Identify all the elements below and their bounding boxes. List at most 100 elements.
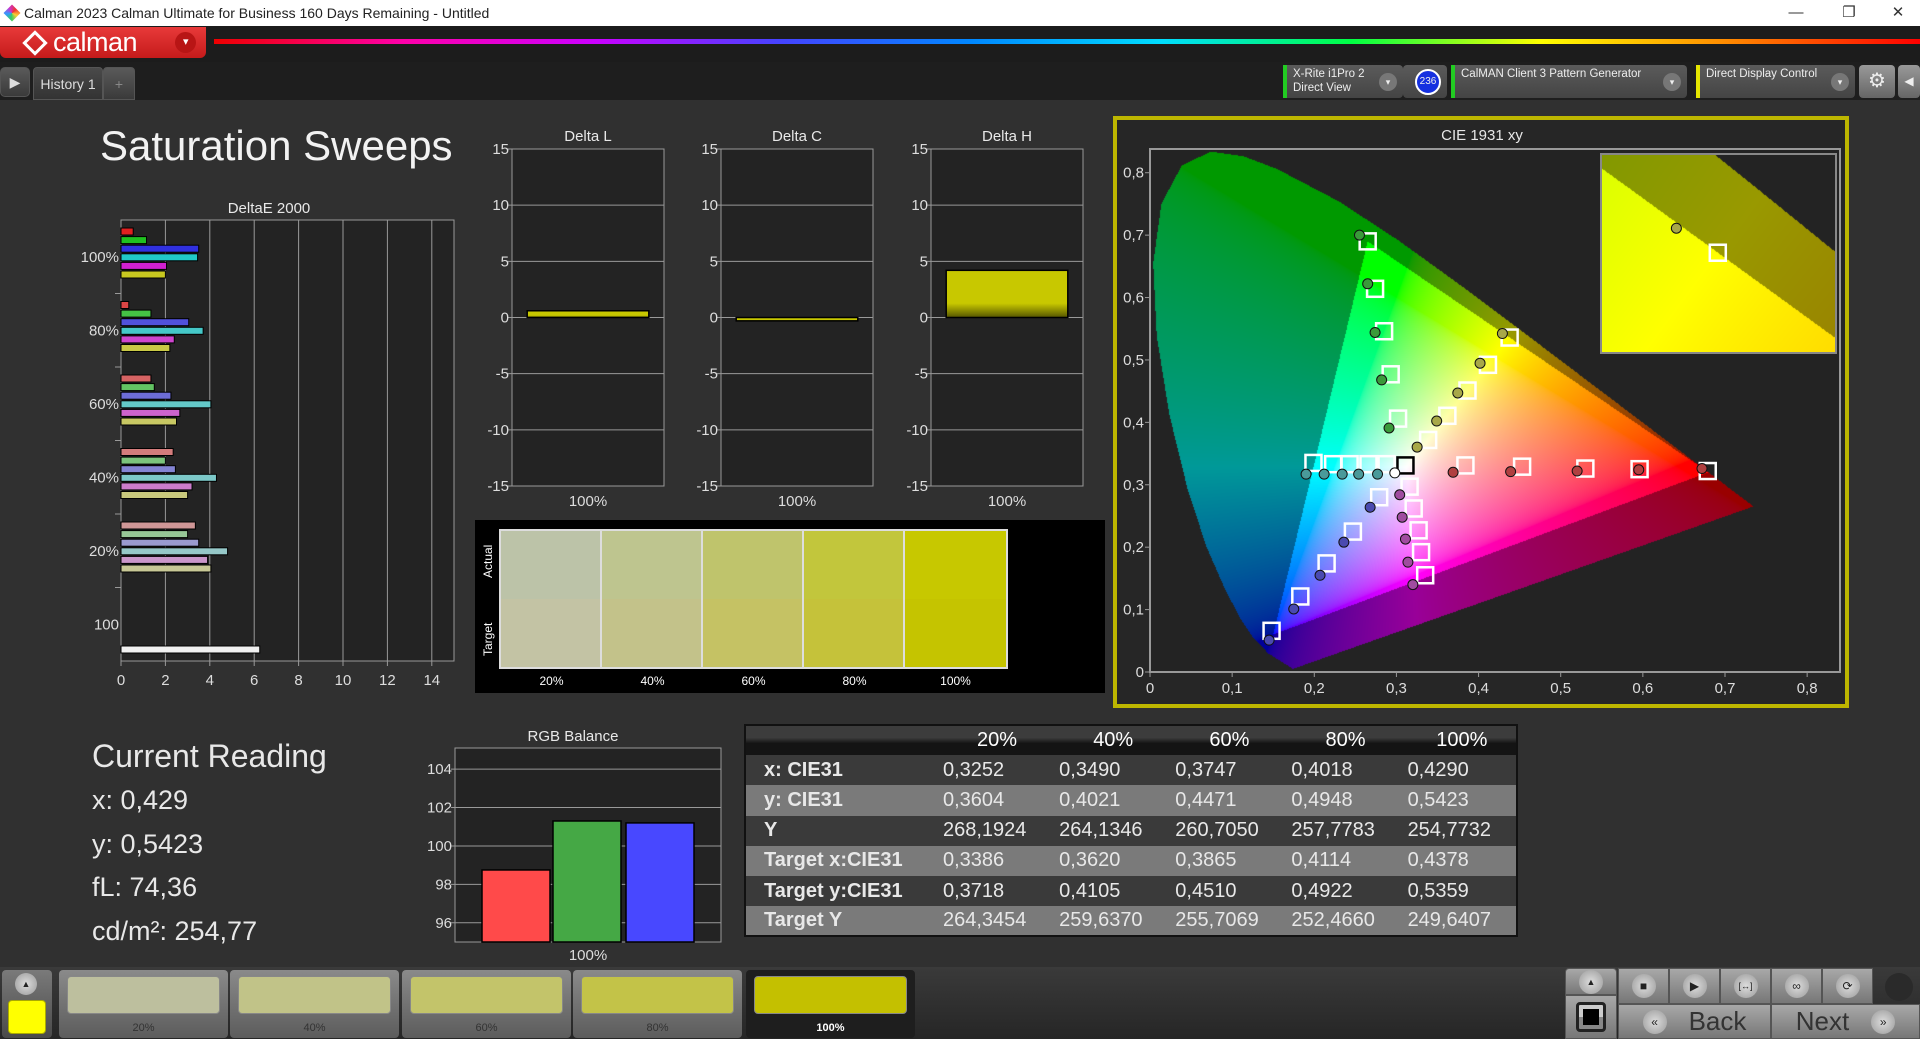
generator-status-indicator xyxy=(1451,65,1455,98)
back-button[interactable]: « Back xyxy=(1618,1004,1771,1039)
deltae-bar xyxy=(120,564,212,573)
measured-point xyxy=(1369,326,1381,338)
row-label: Y xyxy=(745,815,935,846)
swatch-20% xyxy=(499,529,604,669)
y-tick-label: -15 xyxy=(906,478,928,495)
y-tick-label: 0 xyxy=(1136,664,1144,681)
deltae-bar xyxy=(120,374,152,383)
swatch-80% xyxy=(802,529,907,669)
target-color xyxy=(804,599,905,667)
target-point xyxy=(1381,365,1400,384)
deltae-bar xyxy=(120,391,172,400)
target-label: Target xyxy=(481,622,495,656)
measured-point xyxy=(1505,466,1517,478)
collapse-panel-button[interactable]: ◀ xyxy=(1898,65,1920,98)
deltae-bar xyxy=(120,270,166,279)
table-cell: 0,3747 xyxy=(1167,755,1284,786)
deltae-bar xyxy=(120,318,190,327)
add-tab-button[interactable]: + xyxy=(103,67,135,100)
deltae-bar xyxy=(120,383,155,392)
table-cell: 0,4510 xyxy=(1167,875,1284,907)
target-point xyxy=(1438,406,1457,426)
close-button[interactable]: ✕ xyxy=(1891,4,1905,21)
deltae-bar xyxy=(120,417,177,426)
y-tick-label: -5 xyxy=(705,366,718,383)
chart-title: Delta L xyxy=(564,128,612,145)
meter-selector[interactable]: X-Rite i1Pro 2 Direct View ▾ xyxy=(1283,65,1403,98)
maximize-button[interactable]: ❐ xyxy=(1842,4,1856,21)
measured-point xyxy=(1353,468,1365,480)
y-tick-label: 40% xyxy=(89,469,119,486)
measured-point xyxy=(1411,441,1423,453)
y-tick-label: 0 xyxy=(501,310,509,327)
x-tick-label: 10 xyxy=(335,672,352,689)
loop-button[interactable]: ∞ xyxy=(1771,968,1822,1004)
table-row: Target y:CIE31 0,3718 0,4105 0,4510 0,4922 0,… xyxy=(745,875,1517,907)
stop-button[interactable]: ■ xyxy=(1618,968,1669,1004)
row-label: Target y:CIE31 xyxy=(745,875,935,907)
deltae-bar xyxy=(120,530,189,539)
sweep-step-button[interactable]: 60% xyxy=(402,970,571,1038)
play-button[interactable]: ▶ xyxy=(1669,968,1720,1004)
step-label: 60% xyxy=(475,1022,498,1034)
workflow-toggle-button[interactable]: ▶ xyxy=(0,67,30,97)
y-tick-label: 0,6 xyxy=(1123,290,1144,307)
y-tick-label: 100% xyxy=(81,249,119,266)
y-tick-label: 10 xyxy=(911,197,928,214)
pattern-generator-selector[interactable]: CalMAN Client 3 Pattern Generator ▾ xyxy=(1451,65,1687,98)
back-label: Back xyxy=(1688,1006,1747,1036)
sweep-step-button[interactable]: 20% xyxy=(59,970,228,1038)
app-header xyxy=(0,26,1920,62)
brand-label: calman xyxy=(53,27,138,57)
sweep-step-button[interactable]: 40% xyxy=(230,970,399,1038)
scroll-up-button[interactable]: ▲ xyxy=(15,973,37,995)
range-button[interactable]: [↔] xyxy=(1720,968,1771,1004)
plus-icon: + xyxy=(114,75,124,92)
measured-point xyxy=(1496,328,1508,340)
y-tick-label: 0 xyxy=(920,310,928,327)
calman-menu-button[interactable]: calman ▾ xyxy=(0,27,206,58)
table-cell: 0,4948 xyxy=(1283,785,1400,816)
target-point xyxy=(1343,522,1363,541)
stop-all-button[interactable] xyxy=(1565,995,1617,1039)
step-color xyxy=(410,976,563,1014)
y-tick-label: 60% xyxy=(89,396,119,413)
actual-color xyxy=(905,531,1006,599)
y-tick-label: -15 xyxy=(696,478,718,495)
y-tick-label: 0,4 xyxy=(1123,414,1144,431)
deltae-bar xyxy=(120,309,152,318)
minimize-button[interactable]: — xyxy=(1788,4,1804,21)
rgb-balance-chart: RGB Balance 96 98 100 102 104 100% xyxy=(427,728,722,964)
chart-title: DeltaE 2000 xyxy=(228,200,311,217)
table-cell: 260,7050 xyxy=(1167,815,1284,846)
scroll-up-button[interactable]: ▲ xyxy=(1565,968,1617,995)
meter-count-badge[interactable]: 236 xyxy=(1415,69,1441,95)
refresh-button[interactable]: ⟳ xyxy=(1822,968,1873,1004)
table-cell: 268,1924 xyxy=(935,815,1052,846)
deltae-bar xyxy=(120,491,189,499)
cie-1931-chart-panel[interactable]: CIE 1931 xy 0 0,1 0,2 0,3 0,4 0,5 0,6 0,7 0,8 0 0,1… xyxy=(1113,116,1849,708)
deltae-bar xyxy=(120,538,200,547)
measured-point xyxy=(1263,634,1275,646)
cie-zoom-inset-canvas xyxy=(1600,153,1837,354)
measured-point xyxy=(1447,466,1459,478)
y-tick-label: 80% xyxy=(89,322,119,339)
row-label: Target x:CIE31 xyxy=(745,845,935,876)
measured-point xyxy=(1353,229,1365,241)
table-cell: 0,4018 xyxy=(1283,755,1400,786)
table-cell: 249,6407 xyxy=(1399,906,1517,937)
y-tick-label: -10 xyxy=(487,422,509,439)
range-icon: [↔] xyxy=(1733,974,1758,998)
delta-bar xyxy=(945,269,1069,319)
delta-bar xyxy=(526,310,650,319)
deltae-bar xyxy=(120,645,261,654)
measured-point xyxy=(1633,464,1645,476)
settings-button[interactable]: ⚙ xyxy=(1859,65,1895,98)
target-color xyxy=(602,599,703,667)
chart-title: RGB Balance xyxy=(528,728,619,745)
sweep-step-button[interactable]: 100% xyxy=(746,970,915,1038)
next-button[interactable]: Next » xyxy=(1771,1004,1920,1039)
display-control-selector[interactable]: Direct Display Control ▾ xyxy=(1696,65,1855,98)
tab-history-1[interactable]: History 1 xyxy=(33,67,103,100)
sweep-step-button[interactable]: 80% xyxy=(573,970,742,1038)
